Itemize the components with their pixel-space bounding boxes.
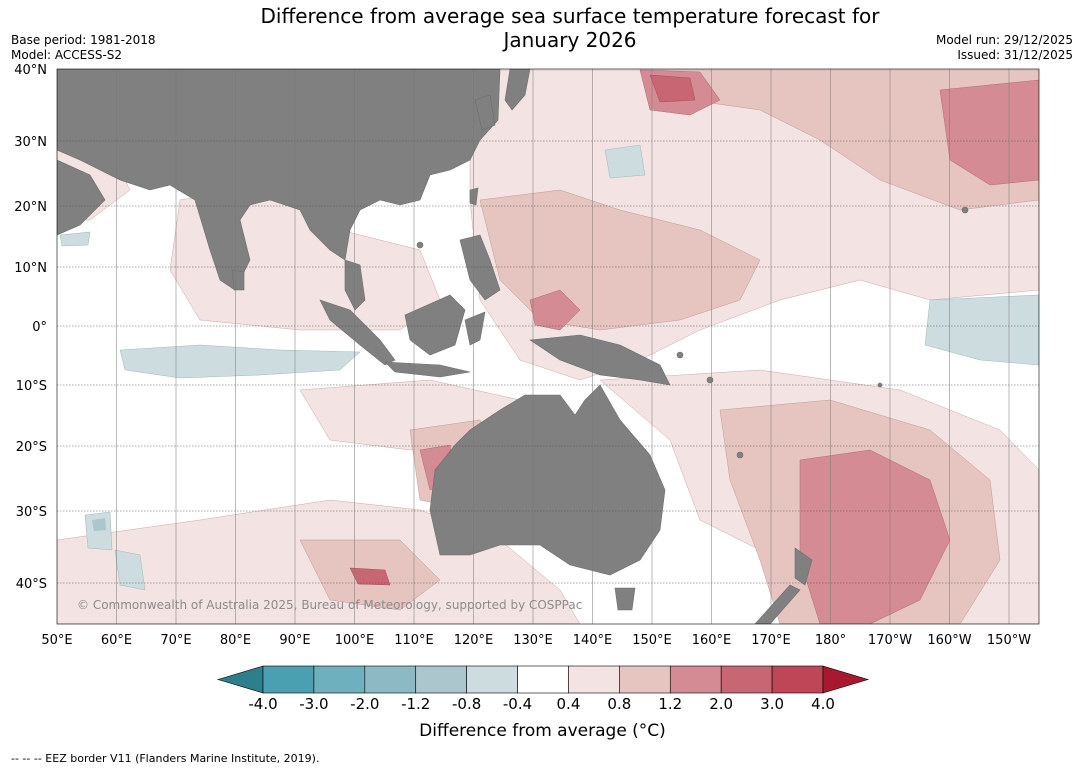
latitude-labels: 40°N 30°N 20°N 10°N 0° 10°S 20°S 30°S 40°S: [14, 63, 47, 592]
land-new-zealand-south: [754, 584, 801, 624]
land-australia: [429, 384, 666, 576]
lon-label: 140°E: [573, 633, 613, 648]
land-borneo: [404, 294, 466, 356]
lat-label: 30°N: [14, 135, 47, 150]
colorbar-segment: [415, 665, 467, 694]
anomaly-cool: [59, 144, 1039, 591]
colorbar-tick-label: -1.2: [401, 695, 430, 713]
anomaly-cool-medium: [92, 518, 106, 531]
lon-label: 80°E: [220, 633, 251, 648]
lon-label: 50°E: [41, 633, 72, 648]
model-run: Model run: 29/12/2025: [935, 33, 1073, 47]
colorbar-segment: [364, 665, 417, 694]
lat-label: 10°S: [16, 379, 47, 394]
lon-label: 130°E: [513, 633, 553, 648]
colorbar-tick-label: -0.4: [503, 695, 532, 713]
colorbar-segment: [568, 665, 620, 694]
lon-label: 160°E: [692, 633, 732, 648]
lon-label: 170°E: [751, 633, 791, 648]
lon-label: 180°: [815, 633, 846, 648]
lon-label: 150°W: [987, 633, 1031, 648]
lon-label: 100°E: [335, 633, 375, 648]
map-frame: [56, 68, 1040, 625]
colorbar-segment: [517, 665, 569, 694]
lon-label: 120°E: [454, 633, 494, 648]
colorbar-tick-label: 0.8: [607, 695, 631, 713]
colorbar-tick-label: 2.0: [709, 695, 733, 713]
colorbar-tick-label: -3.0: [299, 695, 328, 713]
lat-label: 20°N: [14, 200, 47, 215]
meta-left: Base period: 1981-2018 Model: ACCESS-S2: [11, 33, 156, 63]
eez-source-note: -- -- -- EEZ border V11 (Flanders Marine…: [11, 752, 320, 765]
colorbar-segment: [313, 665, 366, 694]
anomaly-warm-very-strong: [349, 74, 696, 586]
colorbar-tick-label: 0.4: [557, 695, 581, 713]
map-gridlines: [57, 69, 1039, 624]
lat-label: 30°S: [16, 505, 47, 520]
lon-label: 70°E: [160, 633, 191, 648]
map-title: Difference from average sea surface temp…: [200, 4, 940, 52]
land-arabia: [57, 159, 106, 236]
colorbar-label: Difference from average (°C): [419, 721, 666, 741]
colorbar-extend-low: [216, 665, 264, 694]
colorbar-tick-label: 1.2: [658, 695, 682, 713]
colorbar-tick-label: 4.0: [811, 695, 835, 713]
colorbar-segment: [771, 665, 824, 694]
title-line-1: Difference from average sea surface temp…: [260, 4, 880, 28]
colorbar-segment: [720, 665, 773, 694]
model-name: Model: ACCESS-S2: [11, 48, 123, 62]
copyright-notice: © Commonwealth of Australia 2025, Bureau…: [77, 598, 582, 612]
colorbar: [216, 665, 870, 694]
land-tasmania: [614, 587, 636, 611]
land-japan: [504, 69, 531, 111]
lat-label: 10°N: [14, 261, 47, 276]
lon-label: 110°E: [394, 633, 434, 648]
colorbar-segment: [669, 665, 722, 694]
land-sulawesi: [464, 311, 486, 346]
lon-label: 150°E: [632, 633, 672, 648]
lon-label: 170°W: [868, 633, 912, 648]
colorbar-tick-label: 3.0: [760, 695, 784, 713]
issued-date: Issued: 31/12/2025: [957, 48, 1073, 62]
colorbar-segment: [262, 665, 315, 694]
colorbar-tick-label: -2.0: [350, 695, 379, 713]
colorbar-extend-high: [822, 665, 870, 694]
meta-right: Model run: 29/12/2025 Issued: 31/12/2025: [936, 33, 1073, 63]
land-new-zealand-north: [794, 547, 813, 586]
land-java: [384, 361, 471, 378]
colorbar-tick-label: -4.0: [248, 695, 277, 713]
lat-label: 0°: [32, 320, 47, 335]
land-asia: [57, 69, 501, 291]
land-philippines: [459, 234, 501, 301]
land-korea: [474, 94, 496, 131]
lon-label: 60°E: [101, 633, 132, 648]
base-period: Base period: 1981-2018: [11, 33, 156, 47]
lat-label: 40°S: [16, 577, 47, 592]
map-plot-area: © Commonwealth of Australia 2025, Bureau…: [57, 69, 1039, 624]
land-masses: [57, 69, 969, 624]
land-malay-peninsula: [344, 259, 366, 311]
lon-label: 160°W: [927, 633, 971, 648]
lat-label: 40°N: [14, 63, 47, 78]
longitude-labels: 50°E 60°E 70°E 80°E 90°E 100°E 110°E 120°E 130°E…: [41, 633, 1031, 648]
colorbar-tick-label: -0.8: [452, 695, 481, 713]
colorbar-segment: [466, 665, 518, 694]
colorbar-ticks: -4.0 -3.0 -2.0 -1.2 -0.8 -0.4 0.4 0.8 1.2 2.0 3.0 4…: [248, 695, 835, 713]
lon-label: 90°E: [279, 633, 310, 648]
lat-label: 20°S: [16, 440, 47, 455]
colorbar-segment: [619, 665, 671, 694]
title-line-2: January 2026: [503, 28, 637, 52]
land-sri-lanka: [231, 269, 245, 291]
land-taiwan: [469, 187, 479, 206]
